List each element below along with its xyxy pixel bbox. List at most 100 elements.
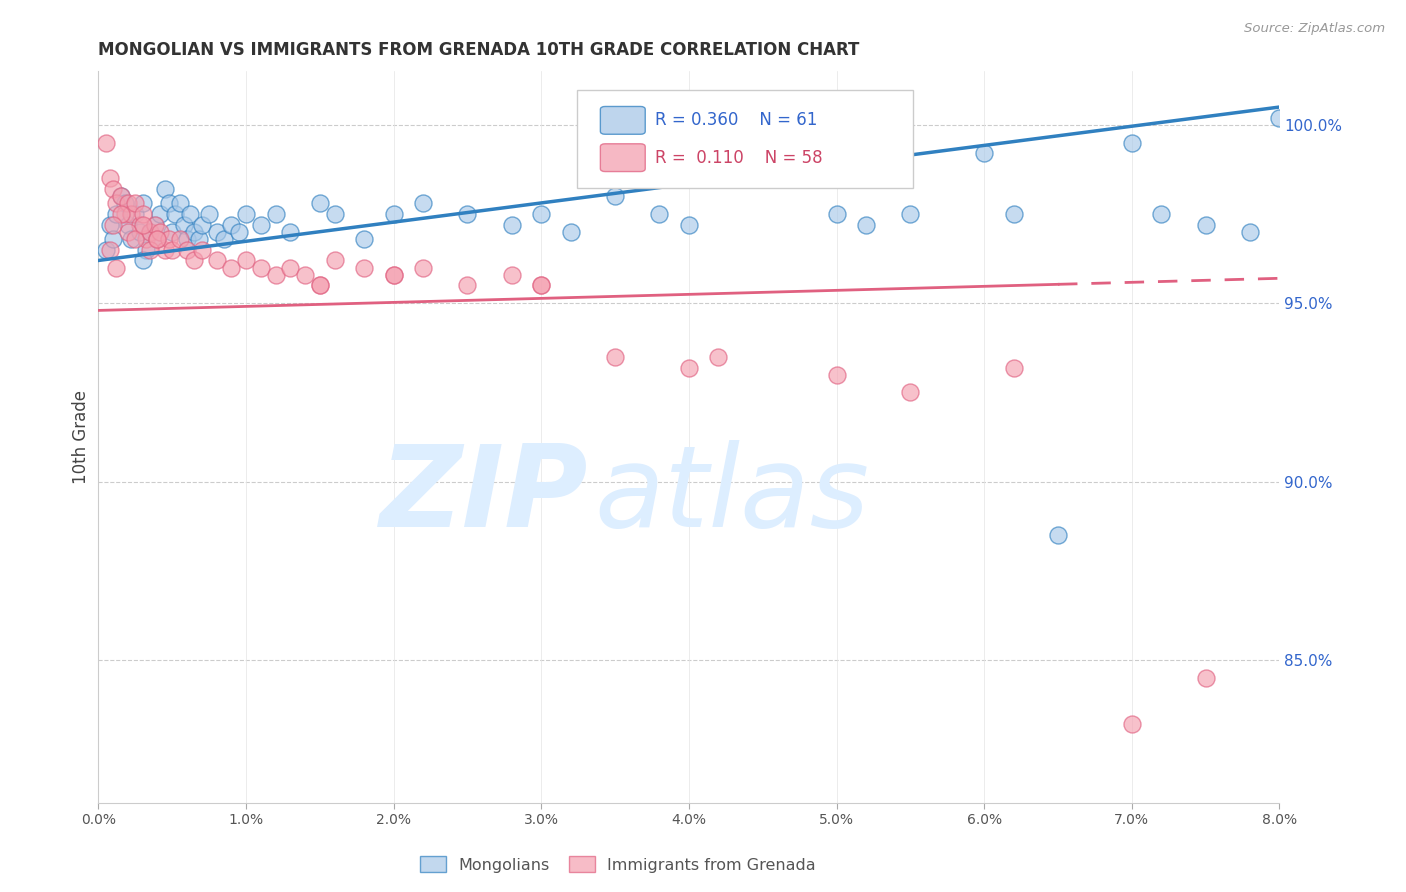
Point	[165, 207, 187, 221]
Point	[124, 196, 146, 211]
Point	[149, 207, 172, 221]
Point	[103, 232, 125, 246]
Point	[382, 268, 405, 282]
Point	[146, 232, 169, 246]
Point	[250, 260, 273, 275]
Point	[105, 207, 128, 221]
Text: Source: ZipAtlas.com: Source: ZipAtlas.com	[1244, 22, 1385, 36]
Point	[605, 350, 627, 364]
Point	[117, 225, 139, 239]
Point	[94, 243, 117, 257]
Point	[110, 189, 132, 203]
Point	[183, 253, 205, 268]
Point	[530, 278, 553, 293]
Point	[120, 207, 142, 221]
Point	[648, 207, 671, 221]
Point	[105, 260, 128, 275]
Text: atlas: atlas	[595, 440, 869, 551]
Point	[353, 232, 375, 246]
Point	[1268, 111, 1291, 125]
Point	[132, 218, 155, 232]
Point	[973, 146, 995, 161]
Point	[162, 225, 183, 239]
Point	[308, 278, 332, 293]
Point	[825, 207, 848, 221]
Point	[1194, 671, 1216, 685]
Point	[132, 253, 155, 268]
Text: MONGOLIAN VS IMMIGRANTS FROM GRENADA 10TH GRADE CORRELATION CHART: MONGOLIAN VS IMMIGRANTS FROM GRENADA 10T…	[98, 41, 860, 59]
Point	[183, 225, 205, 239]
Point	[219, 260, 242, 275]
Point	[205, 225, 228, 239]
Point	[308, 278, 332, 293]
Point	[176, 232, 198, 246]
Point	[110, 189, 132, 203]
Point	[235, 253, 257, 268]
Point	[900, 385, 922, 400]
Point	[103, 218, 125, 232]
Point	[235, 207, 257, 221]
Point	[135, 232, 157, 246]
Point	[678, 360, 700, 375]
Point	[1002, 207, 1025, 221]
Point	[135, 243, 157, 257]
Point	[212, 232, 235, 246]
Point	[143, 218, 166, 232]
Point	[103, 182, 125, 196]
Point	[530, 207, 553, 221]
Point	[1150, 207, 1173, 221]
Point	[353, 260, 375, 275]
Legend: Mongolians, Immigrants from Grenada: Mongolians, Immigrants from Grenada	[413, 850, 823, 879]
Point	[1194, 218, 1216, 232]
Point	[308, 196, 332, 211]
Point	[228, 225, 250, 239]
FancyBboxPatch shape	[600, 144, 645, 171]
Point	[412, 196, 434, 211]
Point	[157, 196, 180, 211]
Point	[1239, 225, 1261, 239]
Point	[1121, 717, 1143, 731]
Point	[139, 243, 162, 257]
Point	[124, 232, 146, 246]
Point	[128, 218, 150, 232]
Point	[114, 196, 136, 211]
Point	[157, 232, 180, 246]
Point	[132, 207, 155, 221]
Point	[120, 232, 142, 246]
Point	[900, 207, 922, 221]
Point	[1002, 360, 1025, 375]
Point	[382, 268, 405, 282]
Point	[205, 253, 228, 268]
FancyBboxPatch shape	[600, 106, 645, 135]
Point	[501, 218, 523, 232]
Point	[169, 232, 191, 246]
Point	[179, 207, 201, 221]
Point	[153, 243, 176, 257]
Point	[278, 260, 302, 275]
Point	[530, 278, 553, 293]
Point	[146, 232, 169, 246]
Point	[98, 171, 121, 186]
Point	[169, 196, 191, 211]
Point	[278, 225, 302, 239]
Point	[153, 182, 176, 196]
Point	[501, 268, 523, 282]
Point	[219, 218, 242, 232]
Y-axis label: 10th Grade: 10th Grade	[72, 390, 90, 484]
Point	[825, 368, 848, 382]
Point	[143, 218, 166, 232]
Point	[323, 207, 346, 221]
Point	[456, 207, 478, 221]
Point	[94, 136, 117, 150]
Point	[751, 153, 773, 168]
Point	[198, 207, 221, 221]
Point	[264, 207, 287, 221]
Point	[98, 243, 121, 257]
Text: R =  0.110    N = 58: R = 0.110 N = 58	[655, 149, 823, 167]
Point	[162, 243, 183, 257]
Point	[382, 207, 405, 221]
Point	[323, 253, 346, 268]
Point	[250, 218, 273, 232]
Point	[456, 278, 478, 293]
Point	[105, 196, 128, 211]
